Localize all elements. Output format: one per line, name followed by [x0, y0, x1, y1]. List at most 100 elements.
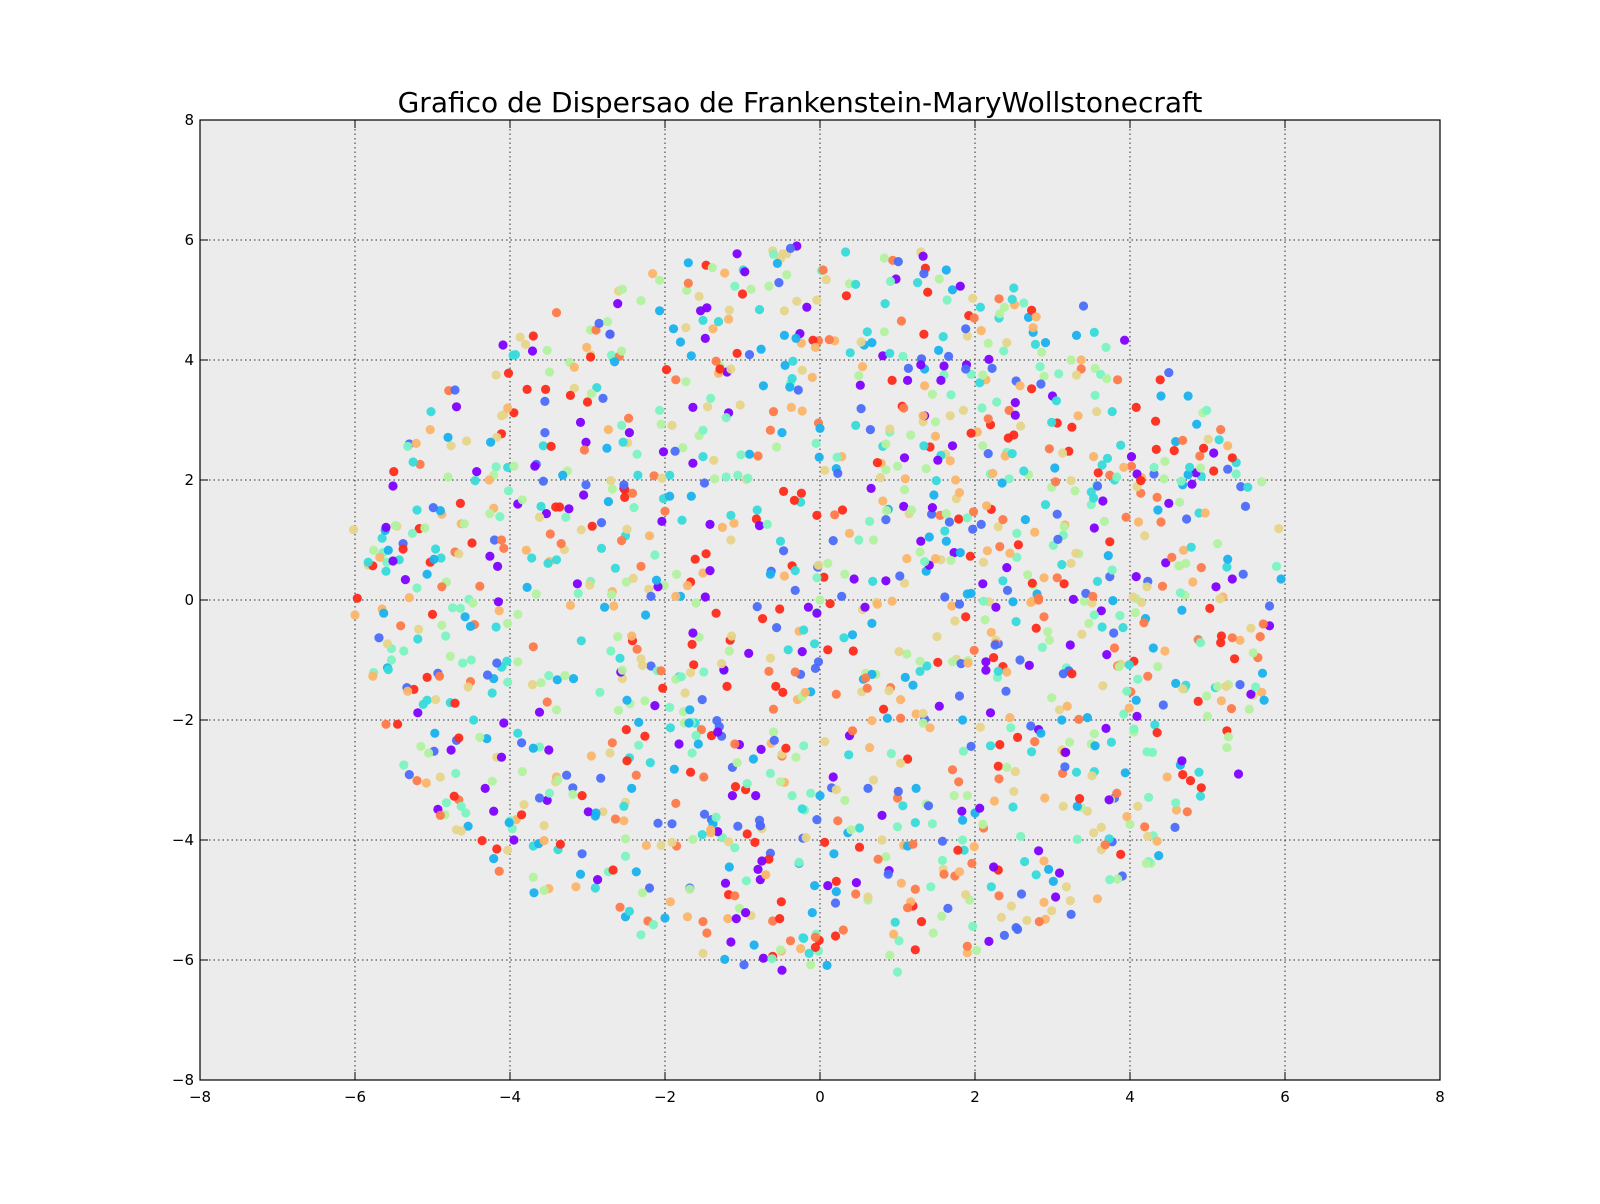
data-point — [1150, 720, 1160, 730]
data-point — [1153, 505, 1163, 515]
data-point — [975, 302, 986, 312]
data-point — [579, 445, 590, 455]
data-point — [454, 549, 464, 559]
data-point — [812, 573, 822, 583]
data-point — [1000, 451, 1010, 461]
data-point — [989, 862, 999, 872]
data-point — [1116, 849, 1126, 860]
data-point — [779, 571, 790, 581]
data-point — [702, 303, 712, 313]
data-point — [388, 556, 398, 566]
data-point — [1177, 756, 1187, 766]
data-point — [777, 965, 787, 975]
data-point — [761, 870, 771, 880]
data-point — [646, 661, 656, 671]
data-point — [971, 945, 982, 956]
data-point — [706, 828, 716, 838]
data-point — [1089, 327, 1099, 337]
data-point — [572, 579, 583, 589]
data-point — [1264, 601, 1275, 611]
data-point — [1251, 682, 1261, 692]
data-point — [503, 845, 513, 855]
data-point — [768, 727, 779, 737]
data-point — [1044, 864, 1054, 875]
data-point — [978, 596, 989, 606]
data-point — [1113, 375, 1123, 385]
data-point — [824, 335, 834, 345]
data-point — [1092, 576, 1103, 587]
data-point — [1182, 807, 1192, 817]
data-point — [750, 837, 760, 848]
data-point — [878, 351, 888, 361]
data-point — [1122, 686, 1132, 696]
data-point — [1020, 515, 1030, 525]
data-point — [1048, 876, 1058, 887]
data-point — [910, 884, 920, 894]
data-point — [954, 777, 964, 787]
data-point — [720, 878, 731, 888]
data-point — [920, 381, 930, 391]
data-point — [867, 338, 877, 348]
data-point — [746, 284, 756, 294]
data-point — [1066, 476, 1076, 486]
data-point — [703, 402, 713, 412]
data-point — [1185, 776, 1196, 786]
data-point — [899, 485, 910, 495]
data-point — [1223, 554, 1233, 564]
data-point — [925, 723, 935, 733]
data-point — [968, 293, 978, 303]
data-point — [1143, 671, 1153, 681]
data-point — [1040, 500, 1051, 510]
data-point — [1124, 660, 1134, 670]
data-point — [555, 839, 566, 849]
data-point — [789, 495, 800, 505]
data-point — [1089, 493, 1099, 503]
data-point — [775, 536, 786, 546]
data-point — [682, 581, 693, 591]
data-point — [1023, 312, 1034, 322]
data-point — [1043, 627, 1053, 637]
data-point — [995, 309, 1005, 319]
data-point — [940, 592, 950, 602]
data-point — [1171, 798, 1181, 808]
data-point — [413, 634, 423, 644]
data-point — [546, 441, 556, 451]
data-point — [831, 876, 841, 887]
data-point — [484, 475, 494, 485]
data-point — [1133, 517, 1144, 527]
data-point — [863, 892, 873, 902]
data-point — [882, 713, 893, 723]
data-point — [1152, 492, 1162, 502]
data-point — [644, 584, 654, 594]
data-point — [803, 602, 814, 612]
data-point — [586, 751, 597, 761]
data-point — [1235, 680, 1245, 690]
data-point — [726, 535, 736, 545]
data-point — [868, 775, 879, 785]
data-point — [1152, 836, 1162, 846]
data-point — [1075, 794, 1085, 804]
data-point — [934, 345, 944, 355]
data-point — [862, 683, 872, 693]
data-point — [1102, 374, 1112, 384]
data-point — [772, 623, 782, 633]
data-point — [613, 632, 623, 642]
data-point — [910, 818, 920, 828]
data-point — [980, 615, 990, 625]
data-point — [631, 770, 641, 780]
data-point — [958, 835, 968, 845]
data-point — [576, 636, 586, 646]
data-point — [1072, 801, 1082, 812]
data-point — [797, 647, 807, 657]
data-point — [922, 661, 932, 671]
data-point — [1243, 482, 1253, 492]
data-point — [854, 842, 865, 852]
x-tick-label: 6 — [1280, 1088, 1290, 1106]
data-point — [1233, 769, 1244, 779]
data-point — [610, 563, 621, 573]
data-point — [1202, 691, 1212, 701]
data-point — [610, 814, 621, 824]
data-point — [1030, 737, 1040, 747]
data-point — [1103, 551, 1113, 561]
data-point — [1187, 479, 1197, 489]
